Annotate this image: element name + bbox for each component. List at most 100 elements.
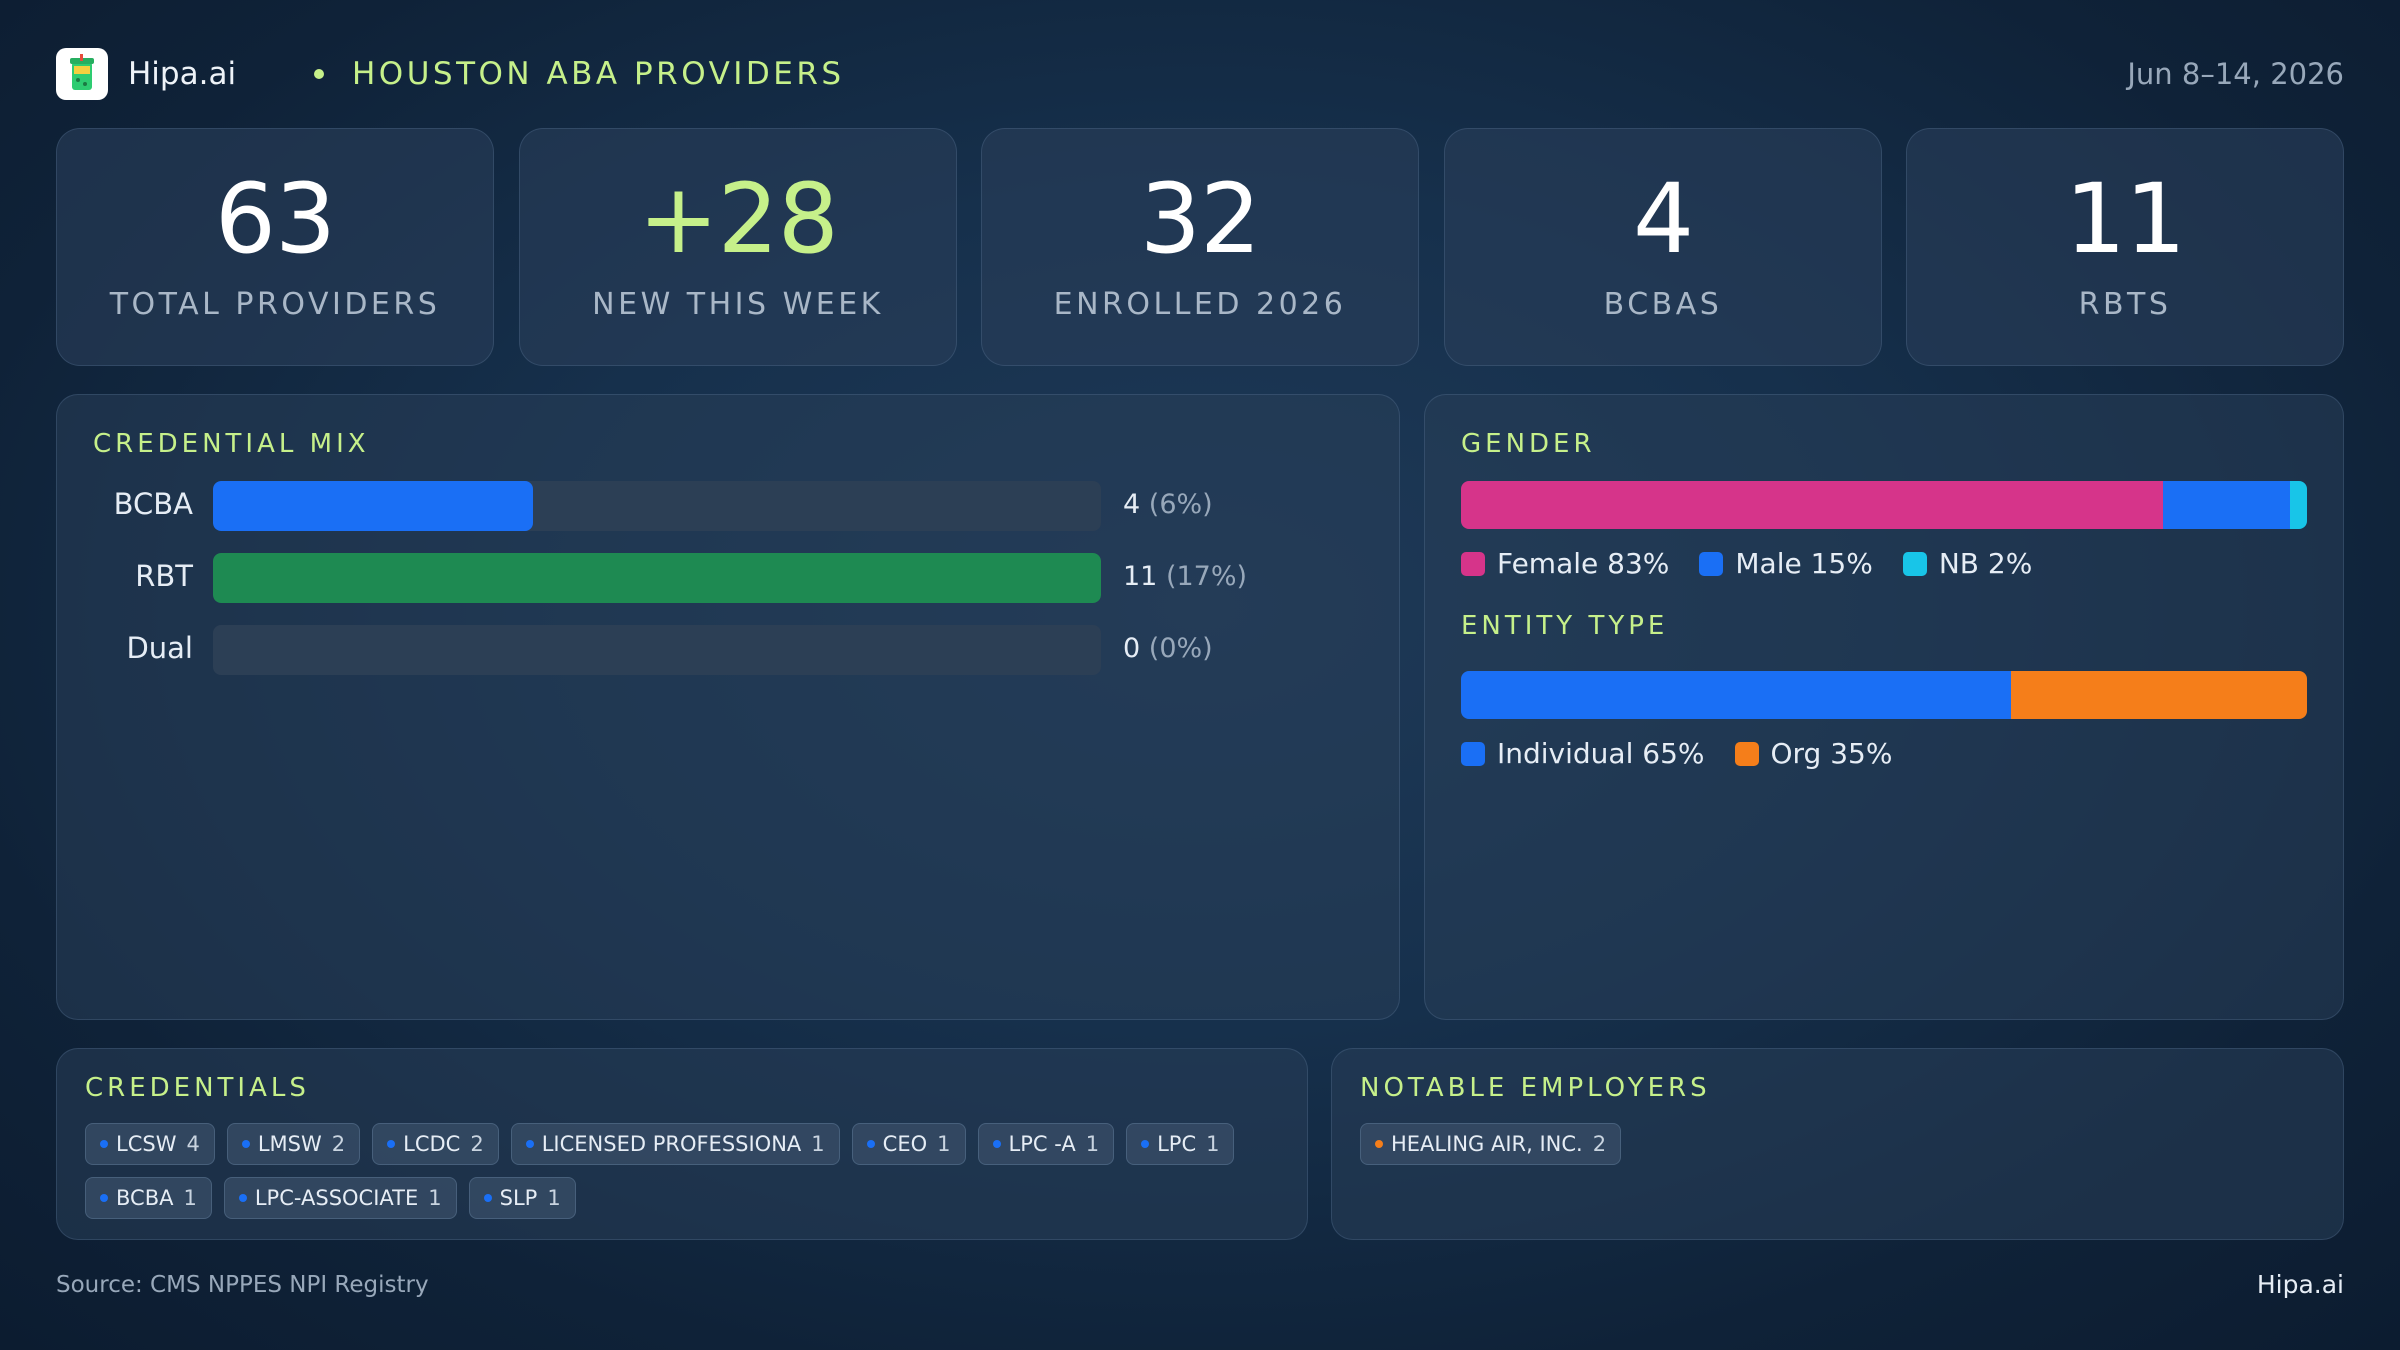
- kpi-value: 32: [1139, 163, 1261, 275]
- chip-count: 2: [331, 1132, 346, 1156]
- credential-chip: LICENSED PROFESSIONA 1: [510, 1123, 840, 1165]
- chip-count: 1: [1206, 1132, 1220, 1156]
- chip-count: 4: [186, 1132, 200, 1156]
- chip-label: HEALING AIR, INC.: [1391, 1132, 1583, 1156]
- legend-swatch: [1461, 741, 1485, 766]
- chip-label: LMSW: [257, 1132, 322, 1156]
- bar-track: [213, 625, 1101, 675]
- gender-stacked-bar: [1461, 481, 2307, 529]
- credential-row-dual: Dual 0 (0%): [57, 625, 1357, 675]
- kpi-rbts: 11 RBTS: [1906, 128, 2344, 366]
- legend-label: Org 35%: [1770, 737, 1893, 770]
- credential-row-bcba: BCBA 4 (6%): [57, 481, 1357, 531]
- panel-title: CREDENTIAL MIX: [93, 429, 370, 459]
- entity-legend-item: Individual 65%: [1461, 737, 1705, 770]
- entity-legend-item: Org 35%: [1734, 737, 1893, 770]
- chip-count: 1: [937, 1132, 951, 1156]
- credential-chip: CEO 1: [851, 1123, 966, 1165]
- chip-count: 1: [183, 1186, 197, 1210]
- legend-swatch: [1734, 741, 1759, 766]
- kpi-label: NEW THIS WEEK: [592, 287, 884, 322]
- gender-legend-item: NB 2%: [1902, 547, 2033, 580]
- entity-stacked-bar: [1461, 671, 2307, 719]
- header: Hipa.ai HOUSTON ABA PROVIDERS Jun 8–14, …: [56, 48, 2344, 100]
- chip-label: BCBA: [116, 1186, 174, 1210]
- chip-label: LCSW: [116, 1132, 177, 1156]
- page-title: HOUSTON ABA PROVIDERS: [352, 56, 845, 92]
- source-note: Source: CMS NPPES NPI Registry: [56, 1272, 429, 1298]
- chip-count: 1: [811, 1132, 825, 1156]
- bullet-dot: [483, 1194, 492, 1202]
- gender-legend: Female 83% Male 15% NB 2%: [1461, 547, 2062, 580]
- panel-title: CREDENTIALS: [85, 1073, 310, 1103]
- kpi-value: 11: [2064, 163, 2186, 275]
- credential-name: BCBA: [113, 487, 193, 521]
- chip-label: LPC-ASSOCIATE: [254, 1186, 419, 1210]
- credential-name: RBT: [135, 559, 193, 593]
- credential-count: 4 (6%): [1123, 489, 1213, 520]
- separator-dot: [314, 69, 324, 79]
- credential-chip: LCDC 2: [372, 1123, 499, 1165]
- chip-count: 1: [428, 1186, 442, 1210]
- credential-chip: LCSW 4: [85, 1123, 215, 1165]
- kpi-label: ENROLLED 2026: [1053, 287, 1347, 322]
- bullet-dot: [100, 1194, 108, 1202]
- chip-count: 2: [1592, 1132, 1607, 1156]
- legend-swatch: [1699, 551, 1724, 576]
- demographics-panel: GENDER Female 83% Male 15% NB 2% ENTITY TY…: [1424, 394, 2344, 1020]
- kpi-label: TOTAL PROVIDERS: [109, 287, 441, 322]
- employer-chip-list: HEALING AIR, INC. 2: [1360, 1123, 2310, 1177]
- credential-chip: BCBA 1: [85, 1177, 212, 1219]
- gender-legend-item: Male 15%: [1699, 547, 1873, 580]
- bar-fill: [213, 553, 1101, 603]
- employer-chip: HEALING AIR, INC. 2: [1360, 1123, 1622, 1165]
- chip-label: LPC: [1157, 1132, 1197, 1156]
- chip-count: 2: [470, 1132, 484, 1156]
- credential-name: Dual: [126, 631, 193, 665]
- bullet-dot: [992, 1140, 1001, 1148]
- kpi-value: 4: [1632, 163, 1694, 275]
- credentials-panel: CREDENTIALS LCSW 4 LMSW 2 LCDC 2 LICENSED PROF…: [56, 1048, 1308, 1240]
- credential-chip-list: LCSW 4 LMSW 2 LCDC 2 LICENSED PROFESSIONA 1 CEO 1…: [85, 1123, 1285, 1231]
- entity-segment: [2010, 671, 2307, 719]
- bullet-dot: [866, 1140, 875, 1148]
- kpi-value: 63: [214, 163, 336, 275]
- bullet-dot: [100, 1140, 108, 1148]
- chip-label: LPC -A: [1008, 1132, 1076, 1156]
- bullet-dot: [525, 1140, 534, 1148]
- chip-count: 1: [1085, 1132, 1100, 1156]
- gender-segment: [2163, 481, 2291, 529]
- brand-name: Hipa.ai: [128, 56, 237, 92]
- kpi-bcbas: 4 BCBAS: [1444, 128, 1882, 366]
- panel-title: NOTABLE EMPLOYERS: [1360, 1073, 1711, 1103]
- bar-track: [213, 481, 1101, 531]
- credential-chip: SLP 1: [468, 1177, 576, 1219]
- legend-label: Individual 65%: [1497, 737, 1705, 770]
- entity-legend: Individual 65% Org 35%: [1461, 737, 1922, 770]
- bullet-dot: [1141, 1140, 1150, 1148]
- credential-chip: LPC-ASSOCIATE 1: [223, 1177, 457, 1219]
- credential-mix-panel: CREDENTIAL MIX BCBA 4 (6%) RBT 11 (17%) …: [56, 394, 1400, 1020]
- cup-icon: [56, 48, 108, 100]
- entity-segment: [1461, 671, 2011, 719]
- bar-fill: [213, 481, 533, 531]
- legend-label: Male 15%: [1735, 547, 1873, 580]
- date-range: Jun 8–14, 2026: [2127, 57, 2344, 91]
- chip-label: LCDC: [403, 1132, 461, 1156]
- credential-chip: LMSW 2: [226, 1123, 361, 1165]
- kpi-new-this-week: +28 NEW THIS WEEK: [519, 128, 957, 366]
- chip-label: LICENSED PROFESSIONA: [541, 1132, 802, 1156]
- kpi-enrolled-2026: 32 ENROLLED 2026: [981, 128, 1419, 366]
- legend-label: NB 2%: [1938, 547, 2033, 580]
- legend-swatch: [1461, 551, 1485, 576]
- bullet-dot: [1375, 1140, 1383, 1148]
- chip-label: SLP: [499, 1186, 538, 1210]
- legend-label: Female 83%: [1497, 547, 1670, 580]
- kpi-total-providers: 63 TOTAL PROVIDERS: [56, 128, 494, 366]
- panel-title-entity-type: ENTITY TYPE: [1461, 611, 1669, 641]
- kpi-label: RBTS: [2078, 287, 2172, 322]
- credential-count: 0 (0%): [1123, 633, 1213, 664]
- gender-segment: [1461, 481, 2164, 529]
- chip-label: CEO: [882, 1132, 928, 1156]
- kpi-value: +28: [638, 163, 839, 275]
